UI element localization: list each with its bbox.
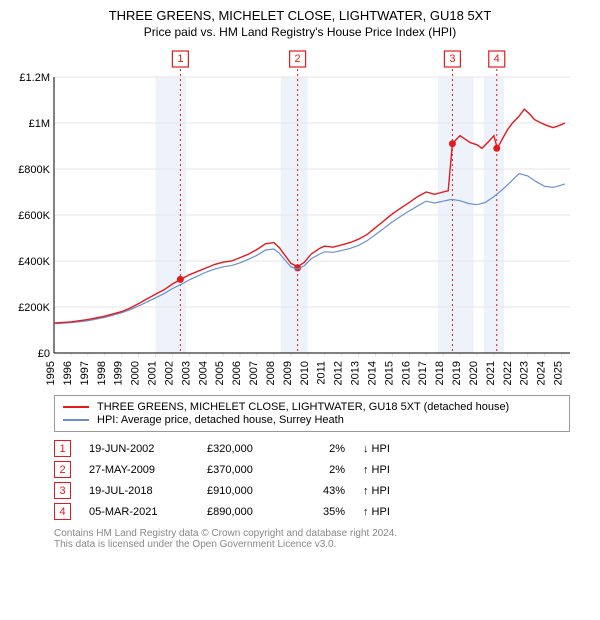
svg-text:2011: 2011 <box>316 361 328 385</box>
legend: THREE GREENS, MICHELET CLOSE, LIGHTWATER… <box>54 395 570 432</box>
svg-text:2014: 2014 <box>366 361 378 385</box>
svg-text:2020: 2020 <box>468 361 480 385</box>
svg-text:4: 4 <box>494 53 500 65</box>
svg-text:£600K: £600K <box>18 210 50 222</box>
sale-marker-box: 3 <box>54 482 71 499</box>
sale-pct: 35% <box>305 506 345 518</box>
svg-text:2025: 2025 <box>553 361 565 385</box>
svg-text:2013: 2013 <box>350 361 362 385</box>
sale-price: £890,000 <box>207 506 287 518</box>
sale-row: 4 05-MAR-2021 £890,000 35% ↑ HPI <box>54 501 570 522</box>
svg-text:2010: 2010 <box>299 361 311 385</box>
chart-container: THREE GREENS, MICHELET CLOSE, LIGHTWATER… <box>0 0 600 560</box>
title-block: THREE GREENS, MICHELET CLOSE, LIGHTWATER… <box>10 8 590 39</box>
legend-row-red: THREE GREENS, MICHELET CLOSE, LIGHTWATER… <box>63 401 561 413</box>
svg-text:2022: 2022 <box>502 361 514 385</box>
svg-text:2018: 2018 <box>434 361 446 385</box>
sale-pct: 43% <box>305 485 345 497</box>
sale-hpi-direction: ↑ HPI <box>363 464 411 476</box>
sale-row: 1 19-JUN-2002 £320,000 2% ↓ HPI <box>54 438 570 459</box>
svg-text:1995: 1995 <box>45 361 57 385</box>
svg-text:2015: 2015 <box>383 361 395 385</box>
svg-text:2002: 2002 <box>163 361 175 385</box>
svg-text:£200K: £200K <box>18 302 50 314</box>
footer-line2: This data is licensed under the Open Gov… <box>54 539 570 550</box>
svg-text:1996: 1996 <box>62 361 74 385</box>
svg-text:2004: 2004 <box>197 361 209 385</box>
svg-text:2001: 2001 <box>147 361 159 385</box>
svg-text:2019: 2019 <box>451 361 463 385</box>
svg-text:2007: 2007 <box>248 361 260 385</box>
svg-text:£400K: £400K <box>18 256 50 268</box>
sale-date: 19-JUL-2018 <box>89 485 189 497</box>
svg-text:£1.2M: £1.2M <box>19 72 50 84</box>
sale-price: £910,000 <box>207 485 287 497</box>
svg-text:2: 2 <box>295 53 301 65</box>
svg-text:2003: 2003 <box>180 361 192 385</box>
sale-date: 19-JUN-2002 <box>89 443 189 455</box>
footer-line1: Contains HM Land Registry data © Crown c… <box>54 528 570 539</box>
sale-hpi-direction: ↑ HPI <box>363 485 411 497</box>
svg-text:1998: 1998 <box>96 361 108 385</box>
legend-row-blue: HPI: Average price, detached house, Surr… <box>63 414 561 426</box>
legend-swatch-red <box>63 406 89 408</box>
svg-text:1: 1 <box>177 53 183 65</box>
sale-hpi-direction: ↑ HPI <box>363 506 411 518</box>
sale-pct: 2% <box>305 464 345 476</box>
sale-marker-box: 2 <box>54 461 71 478</box>
sales-table: 1 19-JUN-2002 £320,000 2% ↓ HPI 2 27-MAY-2009 £… <box>54 438 570 522</box>
sale-marker-box: 4 <box>54 503 71 520</box>
legend-swatch-blue <box>63 419 89 421</box>
sale-row: 2 27-MAY-2009 £370,000 2% ↑ HPI <box>54 459 570 480</box>
svg-text:2009: 2009 <box>282 361 294 385</box>
sale-price: £320,000 <box>207 443 287 455</box>
svg-text:2000: 2000 <box>130 361 142 385</box>
sale-price: £370,000 <box>207 464 287 476</box>
svg-text:2006: 2006 <box>231 361 243 385</box>
plot-area: £0 £200K £400K £600K £800K £1M £1.2M 1995 1996 19… <box>10 47 590 387</box>
line-chart-svg: £0 £200K £400K £600K £800K £1M £1.2M 1995 1996 19… <box>10 47 590 387</box>
svg-text:£800K: £800K <box>18 164 50 176</box>
svg-text:£1M: £1M <box>29 118 50 130</box>
legend-label-blue: HPI: Average price, detached house, Surr… <box>97 414 344 426</box>
svg-text:3: 3 <box>449 53 455 65</box>
sale-hpi-direction: ↓ HPI <box>363 443 411 455</box>
title-line2: Price paid vs. HM Land Registry's House … <box>10 25 590 39</box>
svg-text:1997: 1997 <box>79 361 91 385</box>
footer: Contains HM Land Registry data © Crown c… <box>54 528 570 550</box>
svg-text:2021: 2021 <box>485 361 497 385</box>
svg-text:2017: 2017 <box>417 361 429 385</box>
sale-row: 3 19-JUL-2018 £910,000 43% ↑ HPI <box>54 480 570 501</box>
svg-text:1999: 1999 <box>113 361 125 385</box>
svg-text:2008: 2008 <box>265 361 277 385</box>
sale-date: 27-MAY-2009 <box>89 464 189 476</box>
sale-date: 05-MAR-2021 <box>89 506 189 518</box>
svg-text:£0: £0 <box>38 348 50 360</box>
legend-label-red: THREE GREENS, MICHELET CLOSE, LIGHTWATER… <box>97 401 509 413</box>
sale-pct: 2% <box>305 443 345 455</box>
svg-text:2016: 2016 <box>400 361 412 385</box>
sale-marker-box: 1 <box>54 440 71 457</box>
svg-text:2024: 2024 <box>536 361 548 385</box>
svg-text:2012: 2012 <box>333 361 345 385</box>
svg-text:2023: 2023 <box>519 361 531 385</box>
svg-text:2005: 2005 <box>214 361 226 385</box>
title-line1: THREE GREENS, MICHELET CLOSE, LIGHTWATER… <box>10 8 590 23</box>
